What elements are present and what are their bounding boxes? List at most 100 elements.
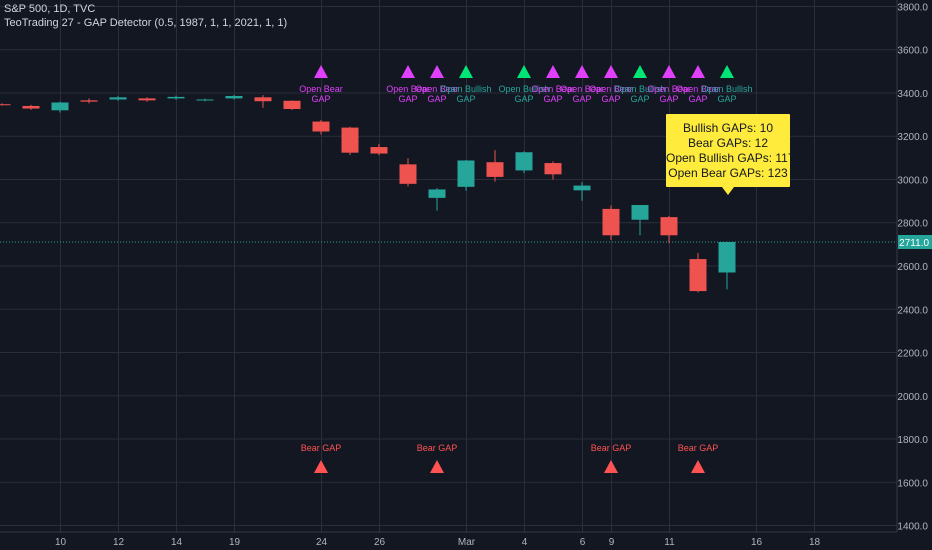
- bear-gap-label: Bear GAP: [417, 443, 458, 453]
- candle-body: [457, 160, 475, 187]
- candle-body: [196, 99, 214, 101]
- open-gap-triangle-icon: [720, 65, 734, 78]
- open-gap-triangle-icon: [691, 65, 705, 78]
- candles: [0, 94, 736, 293]
- price-tick-label: 2000.0: [897, 392, 928, 403]
- candle-body: [312, 121, 330, 132]
- time-tick-label: 26: [374, 537, 386, 548]
- open-gap-label: Open Bear: [647, 84, 691, 94]
- candle-body: [80, 100, 98, 102]
- candle-body: [718, 241, 736, 273]
- open-gap-triangle-icon: [430, 65, 444, 78]
- candle-body: [544, 163, 562, 175]
- candle-body: [370, 147, 388, 154]
- bear-gap-label: Bear GAP: [678, 443, 719, 453]
- open-gap-label-gap: GAP: [456, 94, 475, 104]
- open-gap-label-gap: GAP: [514, 94, 533, 104]
- open-gap-label: Open Bullish: [614, 84, 665, 94]
- price-tick-label: 3800.0: [897, 2, 928, 13]
- open-gap-label: Open Bullish: [701, 84, 752, 94]
- bear-gap-triangle-icon: [604, 460, 618, 473]
- price-tick-label: 3400.0: [897, 89, 928, 100]
- open-gap-label: Open Bullish: [440, 84, 491, 94]
- symbol-title[interactable]: S&P 500, 1D, TVC: [4, 3, 96, 15]
- open-gap-label: Open Bear: [415, 84, 459, 94]
- open-gap-triangle-icon: [459, 65, 473, 78]
- candle-body: [573, 185, 591, 191]
- bear-gaps-stat: Bear GAPs: 12: [687, 136, 769, 150]
- time-tick-label: 12: [113, 537, 125, 548]
- open-gap-label-gap: GAP: [688, 94, 707, 104]
- candle-body: [515, 152, 533, 171]
- price-tick-label: 2200.0: [897, 349, 928, 360]
- bear-gap-markers: Bear GAP Bear GAP Bear GAP Bear GAP: [301, 443, 719, 473]
- candle-body: [51, 102, 69, 111]
- open-gap-triangle-icon: [662, 65, 676, 78]
- candle-body: [660, 217, 678, 236]
- open-gap-label: Open Bear: [531, 84, 575, 94]
- last-price-tag: 2711.0: [898, 234, 932, 249]
- time-tick-label: 9: [609, 537, 615, 548]
- open-gap-triangle-icon: [517, 65, 531, 78]
- stats-box-pointer: [722, 187, 734, 195]
- price-tick-label: 1400.0: [897, 522, 928, 533]
- open-gap-label: Open Bear: [560, 84, 604, 94]
- gap-stats-box: Bullish GAPs: 10 Bear GAPs: 12 Open Bull…: [666, 114, 795, 187]
- candle-body: [602, 208, 620, 236]
- time-tick-label: 14: [171, 537, 183, 548]
- price-tick-label: 3200.0: [897, 132, 928, 143]
- open-gap-label-gap: GAP: [398, 94, 417, 104]
- price-tick-label: 2600.0: [897, 262, 928, 273]
- candle-body: [225, 96, 243, 99]
- open-gap-label-gap: GAP: [717, 94, 736, 104]
- candle-body: [138, 98, 156, 101]
- open-gap-triangle-icon: [401, 65, 415, 78]
- candle-body: [22, 105, 40, 109]
- price-axis[interactable]: 1400.0 1600.0 1800.0 2000.0 2200.0 2400.0 2600…: [897, 2, 928, 532]
- open-gap-label: Open Bear: [676, 84, 720, 94]
- open-gap-triangle-icon: [633, 65, 647, 78]
- open-gap-triangle-icon: [314, 65, 328, 78]
- time-tick-label: 11: [664, 537, 675, 548]
- bullish-gaps-stat: Bullish GAPs: 10: [682, 121, 774, 135]
- time-tick-label: Mar: [458, 537, 476, 548]
- open-gap-triangle-icon: [604, 65, 618, 78]
- bear-gap-triangle-icon: [691, 460, 705, 473]
- open-bear-gaps-stat: Open Bear GAPs: 123: [668, 166, 788, 180]
- price-tick-label: 1800.0: [897, 435, 928, 446]
- open-gap-triangle-icon: [575, 65, 589, 78]
- time-tick-label: 24: [316, 537, 328, 548]
- last-price-tag-bg: [898, 234, 932, 249]
- open-gap-label: Open Bear: [589, 84, 633, 94]
- open-gap-label-gap: GAP: [311, 94, 330, 104]
- time-tick-label: 4: [522, 537, 528, 548]
- time-tick-label: 10: [55, 537, 67, 548]
- candle-body: [631, 205, 649, 220]
- bear-gap-label: Bear GAP: [591, 443, 632, 453]
- bear-gap-triangle-icon: [430, 460, 444, 473]
- price-tick-label: 1600.0: [897, 478, 928, 489]
- candle-body: [109, 97, 127, 100]
- candle-body: [167, 96, 185, 99]
- time-tick-label: 16: [751, 537, 763, 548]
- bear-gap-triangle-icon: [314, 460, 328, 473]
- indicator-title[interactable]: TeoTrading 27 - GAP Detector (0.5, 1987,…: [4, 17, 288, 29]
- open-gap-label: Open Bear: [386, 84, 430, 94]
- open-gap-label-gap: GAP: [572, 94, 591, 104]
- candle-body: [341, 127, 359, 153]
- time-axis[interactable]: 10 12 14 19 24 26 Mar 4 6 9 11 16 18: [55, 537, 821, 548]
- price-tick-label: 2400.0: [897, 305, 928, 316]
- open-gap-label-gap: GAP: [427, 94, 446, 104]
- candle-body: [486, 162, 504, 177]
- time-tick-label: 18: [809, 537, 821, 548]
- last-price-tag-label: 2711.0: [899, 238, 929, 249]
- open-gap-label: Open Bear: [299, 84, 343, 94]
- bear-gap-label: Bear GAP: [301, 443, 342, 453]
- open-gap-label-gap: GAP: [659, 94, 678, 104]
- price-tick-label: 2800.0: [897, 219, 928, 230]
- price-tick-label: 3600.0: [897, 46, 928, 57]
- candle-body: [399, 164, 417, 184]
- open-gap-label-gap: GAP: [630, 94, 649, 104]
